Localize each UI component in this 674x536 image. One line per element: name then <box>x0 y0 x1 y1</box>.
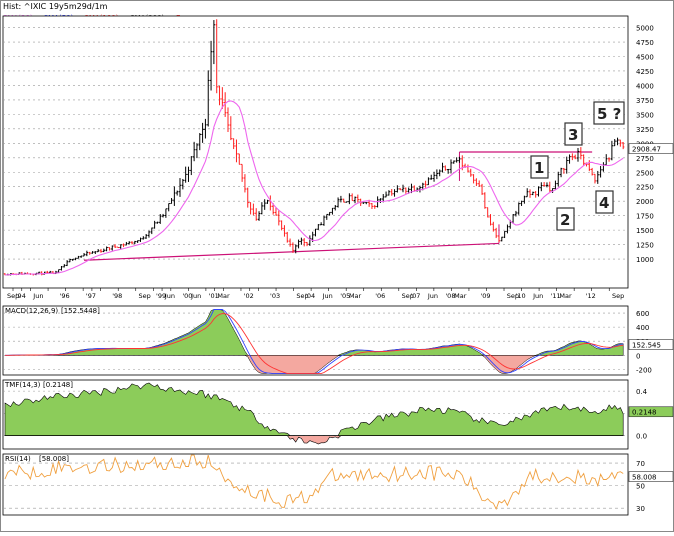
x-tick-label: '00 <box>182 292 192 300</box>
y-tick-label: 50 <box>636 483 645 491</box>
x-tick-label: '03 <box>270 292 280 300</box>
x-tick-label: Mar <box>349 292 362 300</box>
x-tick-label: '99 <box>156 292 166 300</box>
last-value-label: 58.008 <box>632 474 657 482</box>
y-tick-label: 4750 <box>636 39 654 47</box>
x-tick-label: Sep <box>612 292 624 300</box>
support-trendline <box>84 242 500 261</box>
x-tick-label: Jun <box>427 292 438 300</box>
last-value-label: 2908.47 <box>632 146 661 154</box>
y-tick-label: 2250 <box>636 184 654 192</box>
wave-badge <box>530 155 549 179</box>
macd-label: MACD(12,26,9) <box>5 307 58 315</box>
wave-badge <box>593 101 625 125</box>
y-tick-label: 4500 <box>636 54 654 62</box>
y-tick-label: -200 <box>636 366 652 374</box>
y-tick-label: 4250 <box>636 68 654 76</box>
x-tick-label: '96 <box>60 292 70 300</box>
x-tick-label: Sep <box>7 292 19 300</box>
y-tick-label: 3500 <box>636 111 654 119</box>
x-tick-label: Jun <box>32 292 43 300</box>
x-tick-label: Mar <box>454 292 467 300</box>
x-tick-label: '06 <box>375 292 385 300</box>
x-tick-label: '11 <box>551 292 561 300</box>
x-tick-label: Jun <box>190 292 201 300</box>
wave-badge <box>564 122 583 146</box>
x-tick-label: '08 <box>445 292 455 300</box>
wave-label: 4 <box>599 194 609 212</box>
wave-label: 3 <box>568 126 578 144</box>
tmf-label: TMF(14,3) <box>4 381 41 389</box>
macd-histogram-negative <box>4 355 625 374</box>
y-tick-label: 0 <box>636 352 640 360</box>
y-tick-label: 1500 <box>636 227 654 235</box>
y-tick-label: 4000 <box>636 82 654 90</box>
rsi-value-label: [58.008] <box>39 455 69 463</box>
x-tick-label: '12 <box>586 292 596 300</box>
y-tick-label: 2750 <box>636 155 654 163</box>
x-tick-label: Sep <box>139 292 151 300</box>
signal-line <box>5 313 624 375</box>
rsi-panel-frame <box>2 453 629 516</box>
x-tick-label: Sep <box>507 292 519 300</box>
sma-20-line <box>4 100 624 276</box>
page-title: Hist: ^IXIC 19y5m29d/1m <box>3 2 108 11</box>
y-tick-label: 1750 <box>636 213 654 221</box>
x-tick-label: Jun <box>322 292 333 300</box>
y-tick-label: 1250 <box>636 242 654 250</box>
wave-label: 2 <box>560 211 570 229</box>
x-tick-label: Sep <box>402 292 414 300</box>
tmf-area-negative <box>4 435 624 445</box>
y-tick-label: 400 <box>636 324 649 332</box>
wave-badge <box>556 207 575 231</box>
last-value-label: 0.2148 <box>632 409 657 417</box>
x-tick-label: '10 <box>516 292 526 300</box>
y-tick-label: 70 <box>636 460 645 468</box>
y-tick-label: 2000 <box>636 198 654 206</box>
y-tick-label: 0.4 <box>636 388 648 396</box>
y-tick-label: 3750 <box>636 97 654 105</box>
x-tick-label: '05 <box>340 292 350 300</box>
x-tick-label: Jun <box>164 292 175 300</box>
rsi-label: RSI(14) <box>5 455 31 463</box>
last-value-label: 152.545 <box>632 342 661 350</box>
last-value-box <box>628 406 674 418</box>
y-tick-label: 0.0 <box>636 433 647 441</box>
x-tick-label: '07 <box>410 292 420 300</box>
x-tick-label: '98 <box>112 292 122 300</box>
tmf-value-label: [0.2148] <box>43 381 73 389</box>
x-tick-label: '04 <box>305 292 315 300</box>
y-tick-label: 1000 <box>636 256 654 264</box>
x-tick-label: '09 <box>480 292 490 300</box>
x-tick-label: Jun <box>532 292 543 300</box>
wave-label: 5 ? <box>597 105 621 123</box>
x-tick-label: '02 <box>244 292 254 300</box>
y-tick-label: 5000 <box>636 25 654 33</box>
y-tick-label: 3250 <box>636 126 654 134</box>
wave-badge <box>595 190 614 214</box>
macd-value-label: [152.5448] <box>61 307 100 315</box>
x-tick-label: '97 <box>86 292 96 300</box>
y-tick-label: 30 <box>636 505 645 513</box>
last-value-box <box>628 339 674 350</box>
last-value-box <box>628 143 674 154</box>
x-tick-label: Mar <box>217 292 230 300</box>
x-tick-label: '94 <box>16 292 26 300</box>
y-tick-label: 2500 <box>636 169 654 177</box>
last-value-box <box>628 471 674 482</box>
wave-label: 1 <box>534 159 544 177</box>
y-tick-label: 600 <box>636 310 649 318</box>
x-tick-label: Mar <box>559 292 572 300</box>
rsi-line <box>4 454 624 511</box>
x-tick-label: Sep <box>296 292 308 300</box>
x-tick-label: '01 <box>209 292 219 300</box>
